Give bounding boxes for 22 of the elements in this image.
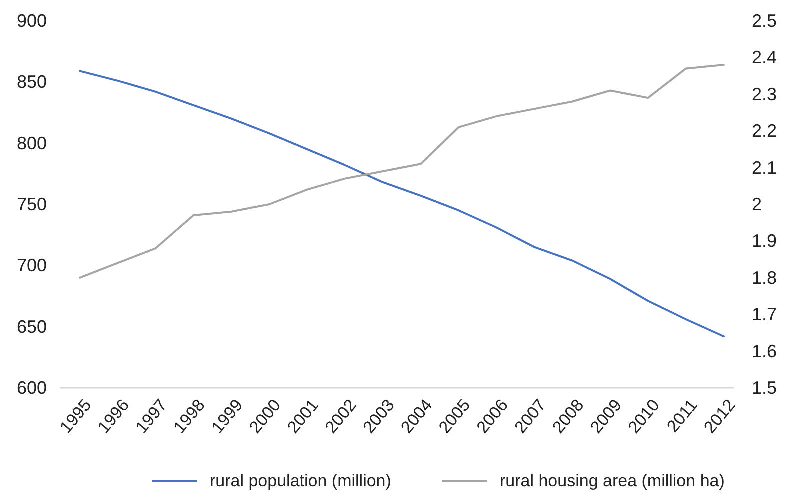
line-series <box>79 64 725 279</box>
y-tick-label: 650 <box>16 316 48 337</box>
y-tick-label: 800 <box>16 133 48 154</box>
y2-tick-label: 1.7 <box>752 304 778 325</box>
y-tick-label: 750 <box>16 194 48 214</box>
y-tick-label: 850 <box>16 72 48 92</box>
y-tick-label: 900 <box>16 11 48 31</box>
y2-tick-label: 2.4 <box>752 48 778 68</box>
y2-tick-label: 1.9 <box>752 231 778 252</box>
y2-tick-label: 2.5 <box>752 11 778 31</box>
y-tick-label: 600 <box>16 378 48 398</box>
legend-label: rural housing area (million ha) <box>500 472 725 490</box>
line-series <box>79 70 725 338</box>
y2-tick-label: 1.6 <box>752 341 778 362</box>
y2-tick-label: 1.8 <box>752 268 778 288</box>
y2-tick-label: 2.1 <box>752 158 778 178</box>
y2-tick-label: 2 <box>752 194 762 214</box>
y2-tick-label: 1.5 <box>752 378 778 398</box>
y-tick-label: 700 <box>16 256 48 276</box>
y2-tick-label: 2.3 <box>752 84 778 104</box>
y2-tick-label: 2.2 <box>752 121 778 142</box>
legend-label: rural population (million) <box>210 472 392 490</box>
